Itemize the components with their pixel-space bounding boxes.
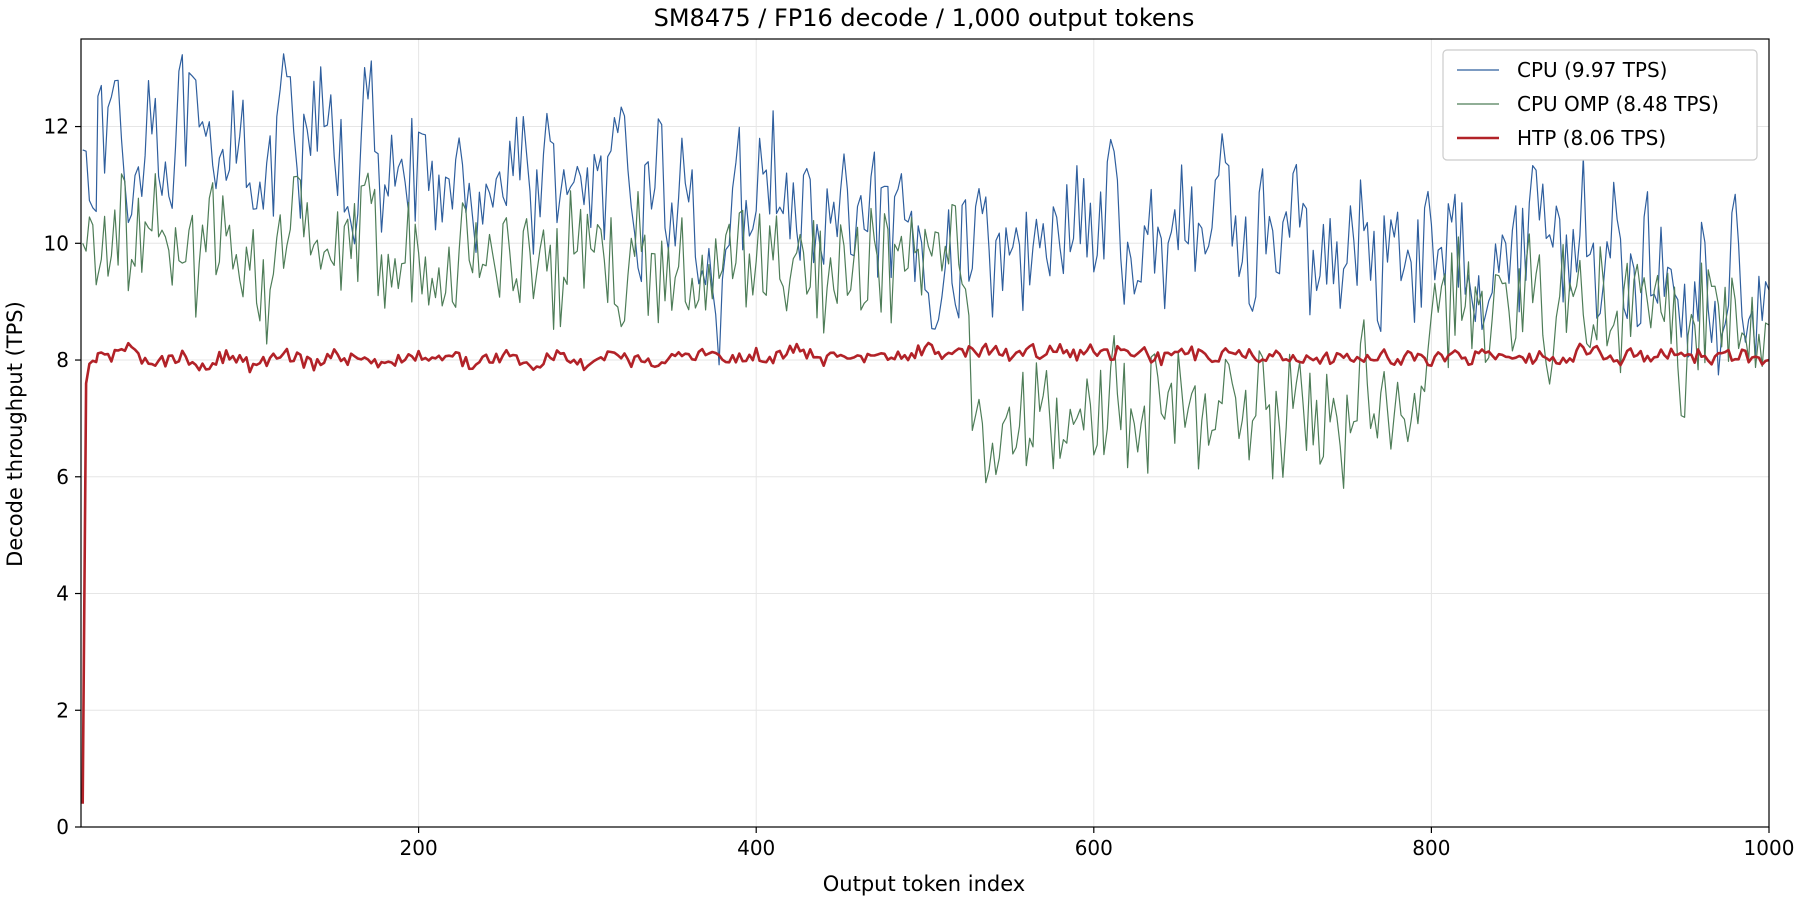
- y-tick-label: 12: [44, 115, 69, 139]
- series-line-2: [82, 172, 1770, 489]
- y-tick-label: 2: [56, 698, 69, 722]
- y-tick-label: 8: [56, 348, 69, 372]
- axis-ticks: 200 400 600 800 1000 0 2 4 6 8 10 12: [44, 115, 1795, 860]
- y-tick-label: 10: [44, 231, 69, 255]
- legend-label: CPU OMP (8.48 TPS): [1517, 92, 1719, 116]
- x-tick-label: 1000: [1744, 836, 1795, 860]
- y-axis-label: Decode throughput (TPS): [3, 301, 27, 567]
- x-tick-label: 400: [737, 836, 775, 860]
- legend: CPU (9.97 TPS) CPU OMP (8.48 TPS) HTP (8.0…: [1442, 49, 1758, 161]
- series-line-3: [81, 341, 1770, 804]
- series-lines: [81, 53, 1770, 804]
- x-axis-label: Output token index: [823, 872, 1025, 896]
- legend-label: HTP (8.06 TPS): [1517, 126, 1666, 150]
- x-tick-label: 800: [1412, 836, 1450, 860]
- legend-box: [1442, 49, 1758, 161]
- y-tick-label: 0: [56, 815, 69, 839]
- x-tick-label: 200: [400, 836, 438, 860]
- x-tick-label: 600: [1075, 836, 1113, 860]
- chart-title: SM8475 / FP16 decode / 1,000 output toke…: [654, 4, 1195, 32]
- plot-frame: [80, 38, 1770, 828]
- series-line-1: [82, 53, 1770, 376]
- y-tick-label: 6: [56, 465, 69, 489]
- y-tick-label: 4: [56, 582, 69, 606]
- legend-label: CPU (9.97 TPS): [1517, 58, 1668, 82]
